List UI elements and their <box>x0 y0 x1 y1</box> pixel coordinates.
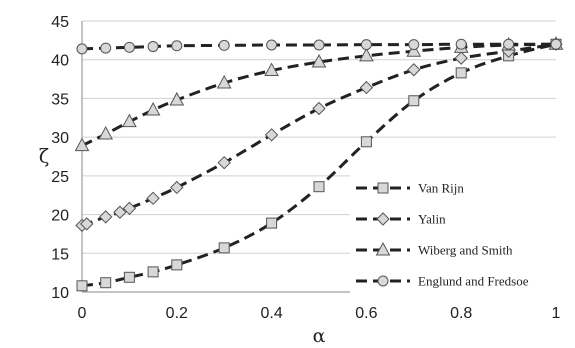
data-point-circle <box>123 41 135 53</box>
y-tick-label: 20 <box>51 208 69 225</box>
legend-label: Yalin <box>418 212 446 227</box>
y-axis-label: ζ <box>39 146 49 168</box>
data-point-triangle <box>74 137 90 152</box>
y-tick-label: 40 <box>51 53 69 70</box>
y-tick-label: 30 <box>51 130 69 147</box>
data-point-square <box>266 217 278 229</box>
data-point-triangle <box>406 43 422 57</box>
x-tick-label: 0.8 <box>450 305 472 322</box>
legend-marker-square <box>377 182 389 194</box>
tick-labels: 10 15 20 25 30 35 40 45 0 0.2 0.4 0.6 0.8 1 <box>51 14 560 322</box>
data-point-square <box>455 67 467 79</box>
legend-marker-triangle <box>375 241 391 256</box>
y-tick-label: 10 <box>51 285 69 302</box>
legend-marker-circle <box>377 275 389 287</box>
data-point-diamond <box>122 201 137 216</box>
data-point-triangle <box>98 125 114 140</box>
data-point-circle <box>360 39 372 51</box>
x-tick-label: 0.4 <box>260 305 282 322</box>
data-point-square <box>123 271 135 283</box>
data-point-square <box>100 277 112 289</box>
data-point-circle <box>313 39 325 51</box>
data-point-triangle <box>264 62 279 77</box>
data-point-circle <box>455 38 467 50</box>
data-point-circle <box>171 40 183 52</box>
data-point-triangle <box>311 53 327 68</box>
legend-label: Van Rijn <box>418 181 464 196</box>
data-point-triangle <box>169 91 185 106</box>
x-tick-label: 0.6 <box>355 305 377 322</box>
data-point-triangle <box>359 47 374 62</box>
data-point-triangle <box>122 113 137 128</box>
data-point-diamond <box>146 191 160 206</box>
data-point-diamond <box>98 210 113 224</box>
y-tick-label: 25 <box>51 169 69 186</box>
data-point-diamond <box>312 101 326 116</box>
data-point-diamond <box>170 180 184 195</box>
data-point-square <box>360 136 372 148</box>
series-group <box>74 36 564 292</box>
data-point-diamond <box>217 155 231 170</box>
data-point-square <box>76 280 88 292</box>
data-point-circle <box>76 43 88 55</box>
legend-label: Englund and Fredsoe <box>418 274 529 289</box>
data-point-square <box>408 95 420 107</box>
y-tick-label: 35 <box>51 91 69 108</box>
data-point-circle <box>408 39 420 51</box>
data-point-square <box>147 266 159 278</box>
data-point-circle <box>147 41 159 53</box>
data-point-diamond <box>264 128 279 142</box>
legend-marker-diamond <box>376 212 390 226</box>
data-point-circle <box>503 38 515 50</box>
data-point-circle <box>550 38 562 50</box>
legend-item: Englund and Fredsoe <box>356 274 529 289</box>
data-point-square <box>313 181 325 193</box>
x-tick-label: 0.2 <box>166 305 188 322</box>
data-point-circle <box>100 42 112 54</box>
y-tick-label: 15 <box>51 246 69 263</box>
data-point-diamond <box>80 217 94 231</box>
data-point-diamond <box>359 80 374 95</box>
data-point-diamond <box>113 205 127 219</box>
data-point-square <box>171 259 183 271</box>
data-point-triangle <box>216 74 232 89</box>
legend-label: Wiberg and Smith <box>418 243 513 258</box>
data-point-diamond <box>454 51 468 65</box>
x-axis-label: α <box>313 325 326 347</box>
legend: Van Rijn Yalin Wiberg and Smith Englund and… <box>350 174 570 300</box>
x-tick-label: 0 <box>78 305 87 322</box>
data-point-diamond <box>407 63 421 77</box>
legend-item: Wiberg and Smith <box>356 241 513 258</box>
y-tick-label: 45 <box>51 14 69 31</box>
x-tick-label: 1 <box>552 305 561 322</box>
legend-item: Van Rijn <box>356 181 464 196</box>
series-circle <box>76 38 562 55</box>
data-point-circle <box>218 39 230 51</box>
legend-item: Yalin <box>356 212 446 227</box>
data-point-square <box>218 242 230 254</box>
data-point-circle <box>266 39 278 51</box>
data-point-triangle <box>145 101 161 116</box>
